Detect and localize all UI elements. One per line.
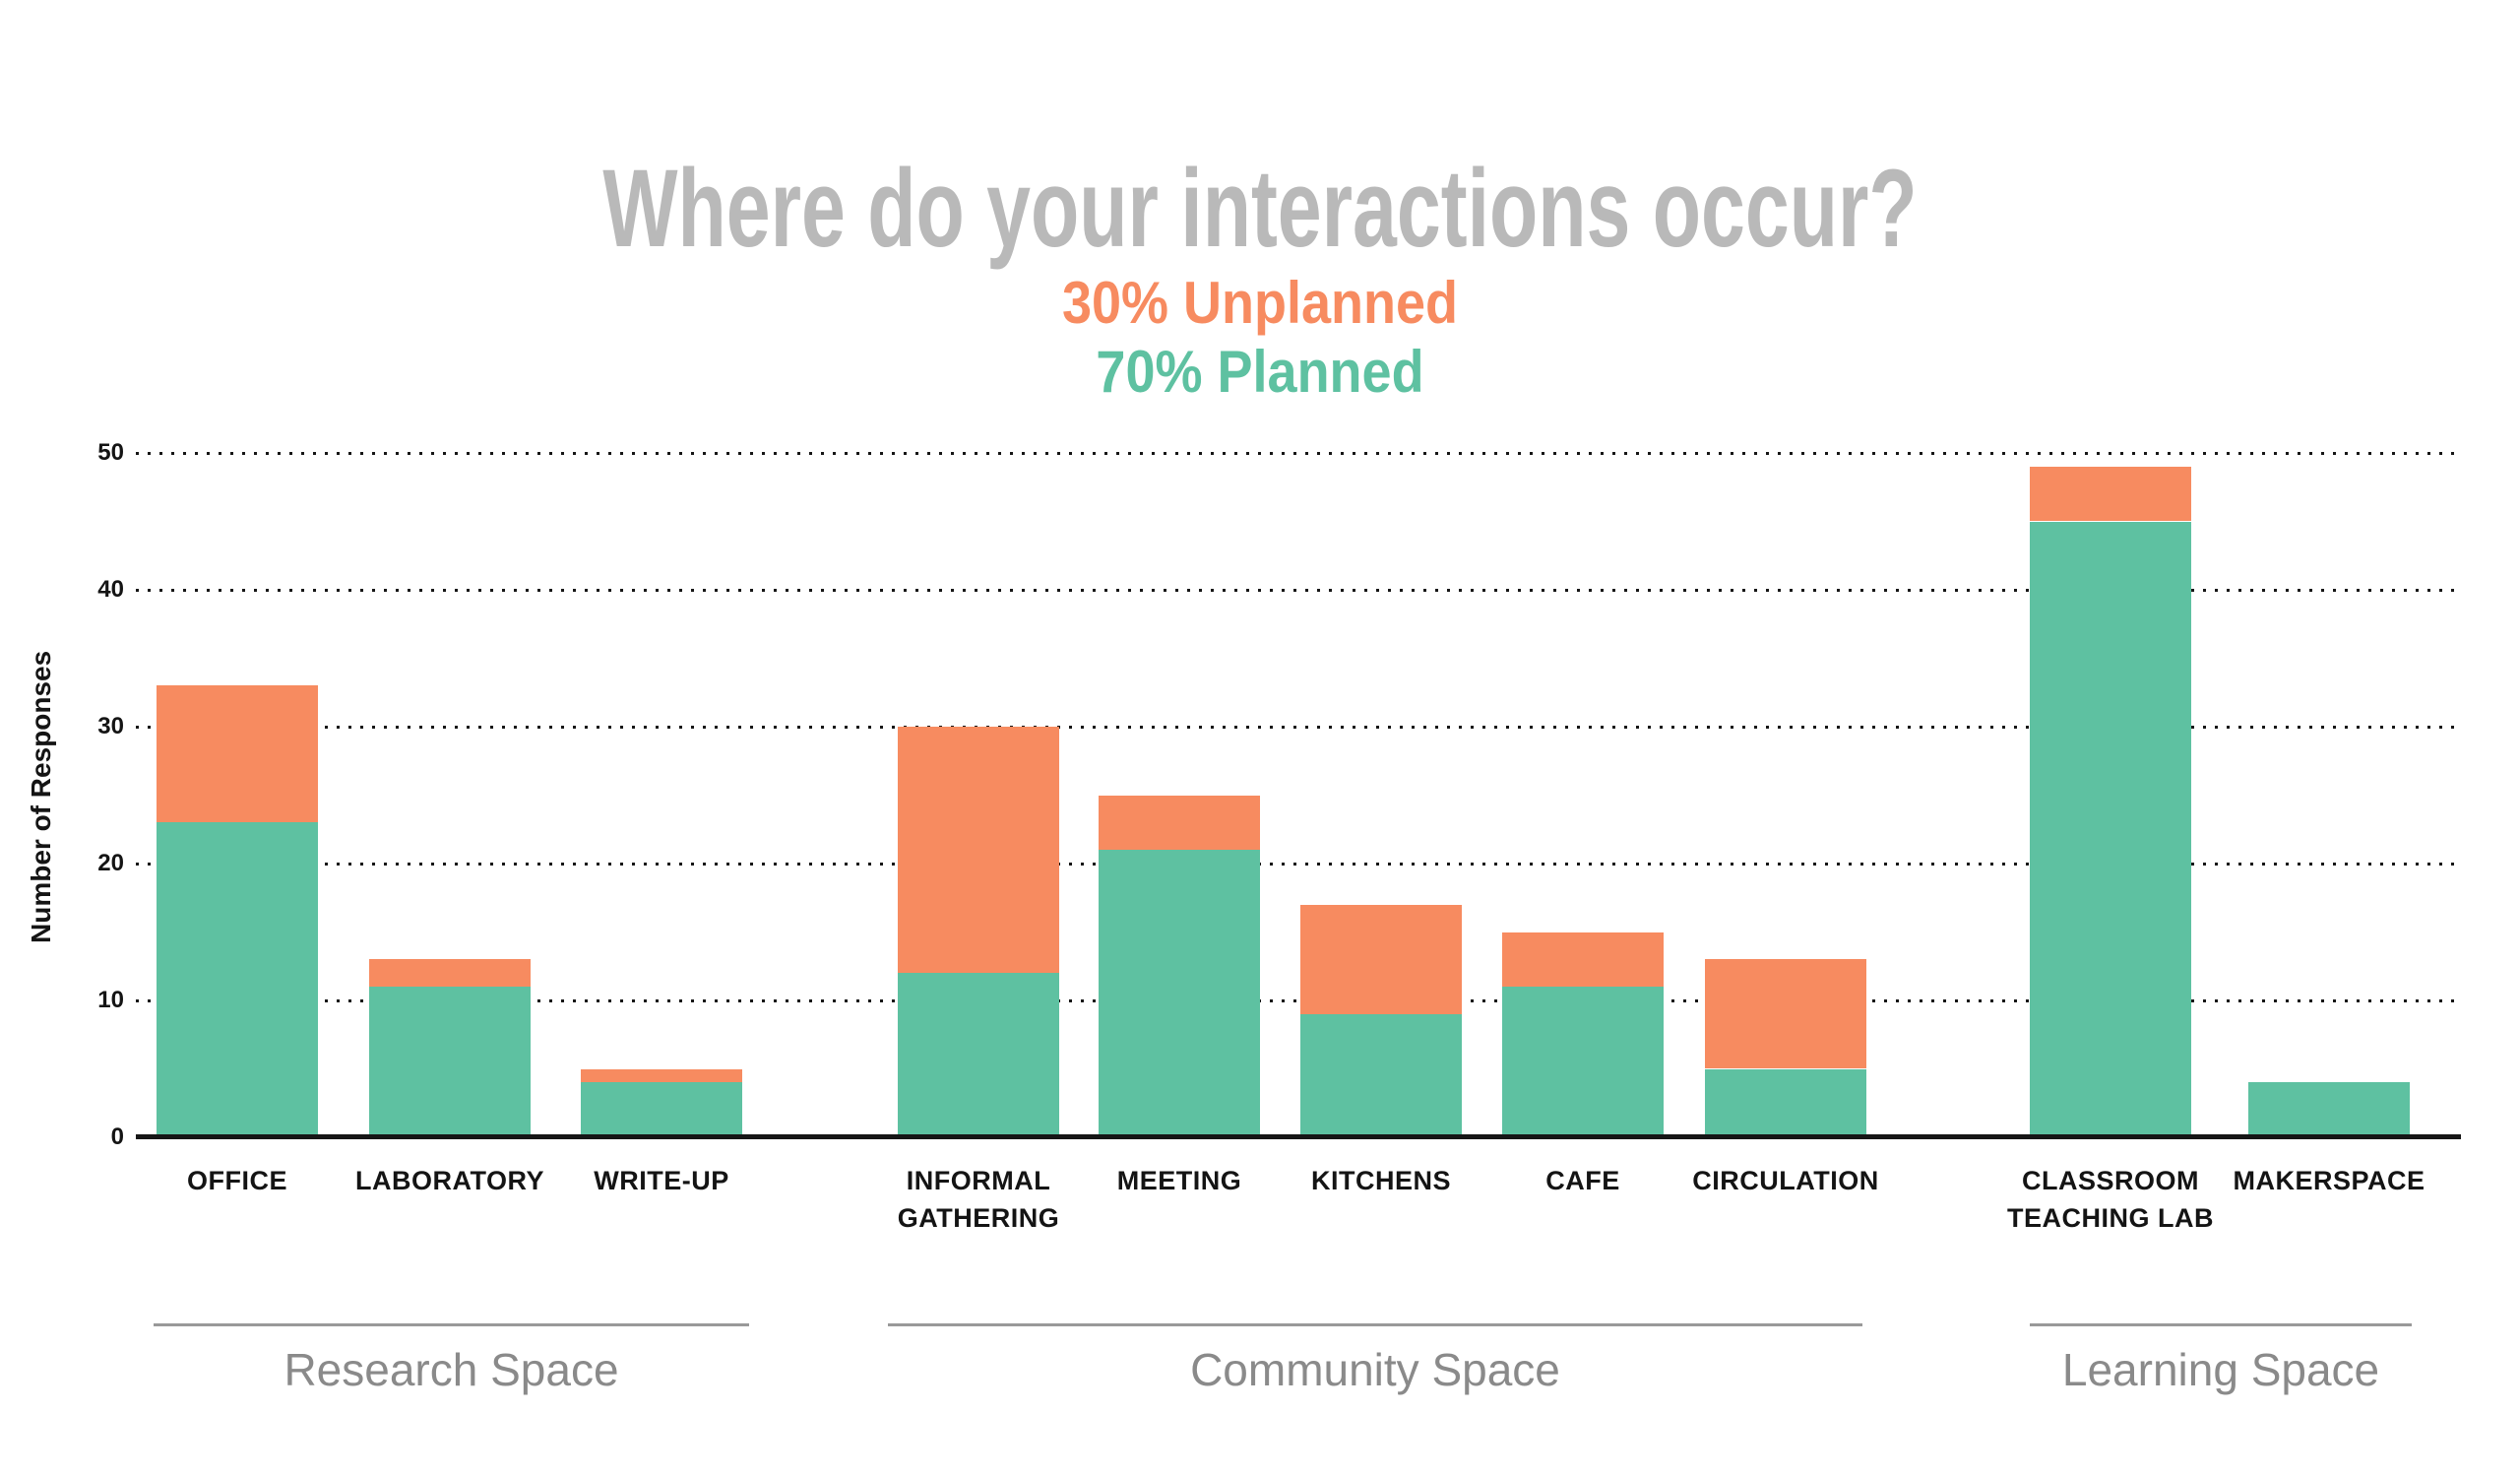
bar-laboratory-unplanned [369,959,531,988]
y-tick-30: 30 [97,713,124,739]
gridline-50 [136,452,2461,455]
category-label-line: MAKERSPACE [2233,1166,2426,1195]
category-label-line: MEETING [1116,1166,1242,1195]
y-tick-10: 10 [97,987,124,1013]
category-label-office: OFFICE [80,1162,395,1199]
category-label-line: CAFE [1545,1166,1620,1195]
bar-classroom-teaching-lab-unplanned [2030,466,2191,522]
bar-informal-gathering-unplanned [898,727,1059,974]
group-line-learning-space [2030,1323,2412,1326]
bar-office-unplanned [157,685,318,823]
bar-write-up-planned [581,1082,742,1137]
bar-kitchens-unplanned [1300,904,1462,1014]
legend-planned-label: 70% Planned [1096,339,1424,405]
gridline-20 [136,863,2461,866]
group-label-learning-space: Learning Space [2061,1344,2380,1395]
category-label-meeting: MEETING [1022,1162,1337,1199]
category-label-line: OFFICE [187,1166,287,1195]
x-axis-line [136,1134,2461,1139]
category-label-line: INFORMAL [906,1166,1051,1195]
group-label-community-space: Community Space [1190,1344,1560,1395]
bar-meeting-planned [1099,850,1260,1137]
category-label-line: WRITE-UP [594,1166,729,1195]
category-label-laboratory: LABORATORY [292,1162,607,1199]
category-label-line: TEACHING LAB [2007,1203,2214,1233]
bar-makerspace-planned [2248,1082,2410,1137]
bar-cafe-planned [1502,987,1664,1137]
category-label-line: CIRCULATION [1692,1166,1879,1195]
bar-classroom-teaching-lab-planned [2030,521,2191,1137]
group-line-community-space [888,1323,1862,1326]
bar-write-up-unplanned [581,1068,742,1083]
bar-informal-gathering-planned [898,973,1059,1137]
y-tick-0: 0 [110,1124,124,1150]
y-tick-40: 40 [97,576,124,603]
group-line-research-space [154,1323,749,1326]
y-tick-50: 50 [97,439,124,466]
bar-office-planned [157,822,318,1137]
gridline-10 [136,999,2461,1002]
y-axis-title: Number of Responses [26,650,56,943]
bar-laboratory-planned [369,987,531,1137]
category-label-informal-gathering: INFORMAL GATHERING [821,1162,1136,1237]
category-label-line: LABORATORY [355,1166,544,1195]
gridline-30 [136,726,2461,729]
bar-circulation-planned [1705,1068,1866,1137]
legend-unplanned-label: 30% Unplanned [1061,270,1459,336]
category-label-line: GATHERING [897,1203,1060,1233]
category-label-line: CLASSROOM [2022,1166,2199,1195]
category-label-line: KITCHENS [1310,1166,1451,1195]
bar-meeting-unplanned [1099,795,1260,851]
category-label-write-up: WRITE-UP [504,1162,819,1199]
bar-cafe-unplanned [1502,931,1664,988]
category-label-cafe: CAFE [1425,1162,1740,1199]
chart-title: Where do your interactions occur? [602,147,1918,270]
bar-kitchens-planned [1300,1013,1462,1137]
y-tick-20: 20 [97,850,124,876]
category-label-makerspace: MAKERSPACE [2172,1162,2487,1199]
group-label-research-space: Research Space [284,1344,619,1395]
category-label-circulation: CIRCULATION [1628,1162,1943,1199]
gridline-40 [136,589,2461,592]
category-label-classroom-teaching-lab: CLASSROOM TEACHING LAB [1953,1162,2268,1237]
bar-circulation-unplanned [1705,959,1866,1069]
category-label-kitchens: KITCHENS [1224,1162,1539,1199]
